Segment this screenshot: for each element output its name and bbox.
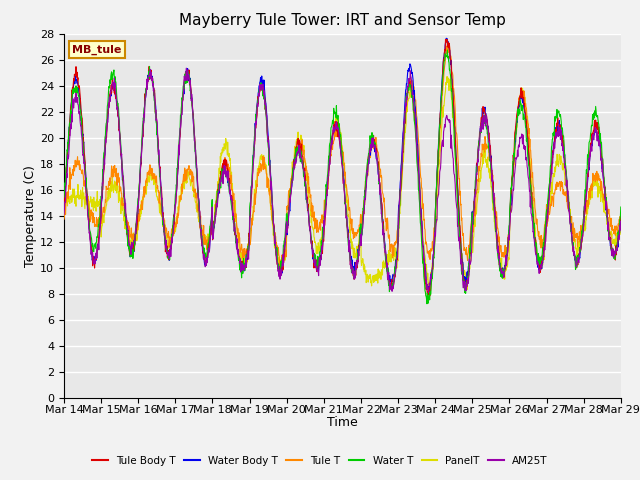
Text: MB_tule: MB_tule [72,45,122,55]
Title: Mayberry Tule Tower: IRT and Sensor Temp: Mayberry Tule Tower: IRT and Sensor Temp [179,13,506,28]
X-axis label: Time: Time [327,416,358,429]
Y-axis label: Temperature (C): Temperature (C) [24,165,37,267]
Legend: Tule Body T, Water Body T, Tule T, Water T, PanelT, AM25T: Tule Body T, Water Body T, Tule T, Water… [88,452,552,470]
